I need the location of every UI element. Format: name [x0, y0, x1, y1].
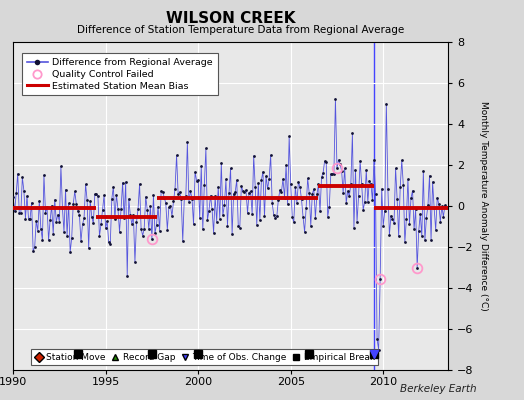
Y-axis label: Monthly Temperature Anomaly Difference (°C): Monthly Temperature Anomaly Difference (…	[479, 101, 488, 311]
Text: Difference of Station Temperature Data from Regional Average: Difference of Station Temperature Data f…	[78, 25, 405, 35]
Title: WILSON CREEK: WILSON CREEK	[166, 10, 296, 26]
Text: Berkeley Earth: Berkeley Earth	[400, 384, 477, 394]
Legend: Station Move, Record Gap, Time of Obs. Change, Empirical Break: Station Move, Record Gap, Time of Obs. C…	[30, 349, 378, 366]
